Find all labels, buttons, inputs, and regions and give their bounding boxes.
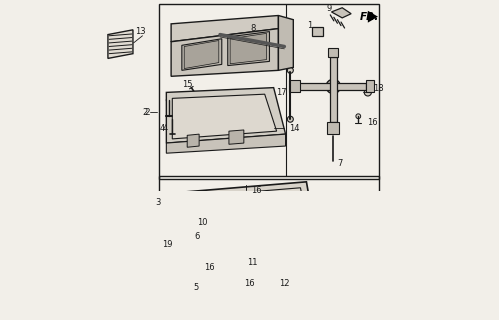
- Text: 2: 2: [144, 108, 150, 116]
- Polygon shape: [169, 188, 308, 239]
- Text: 9: 9: [326, 4, 332, 13]
- Text: 8: 8: [250, 24, 255, 33]
- Polygon shape: [331, 8, 351, 18]
- Text: 11: 11: [247, 258, 257, 267]
- Text: 3: 3: [155, 198, 160, 207]
- Circle shape: [356, 114, 361, 119]
- Polygon shape: [166, 134, 285, 153]
- Circle shape: [166, 97, 172, 103]
- Polygon shape: [297, 83, 366, 90]
- Polygon shape: [368, 11, 378, 23]
- Bar: [159, 176, 379, 320]
- Polygon shape: [182, 39, 222, 70]
- Text: 16: 16: [205, 263, 215, 272]
- Text: 18: 18: [373, 84, 383, 93]
- Text: 19: 19: [162, 240, 172, 249]
- Text: 10: 10: [197, 218, 208, 227]
- Circle shape: [287, 116, 293, 122]
- Polygon shape: [205, 207, 218, 219]
- Circle shape: [287, 68, 293, 73]
- Text: 16: 16: [244, 279, 254, 288]
- Circle shape: [192, 250, 198, 256]
- Polygon shape: [171, 28, 278, 76]
- Circle shape: [236, 45, 244, 54]
- Polygon shape: [328, 48, 338, 57]
- Text: 5: 5: [194, 283, 199, 292]
- Polygon shape: [330, 57, 337, 122]
- Circle shape: [208, 209, 215, 216]
- Circle shape: [364, 89, 371, 96]
- Circle shape: [235, 259, 241, 265]
- Polygon shape: [312, 27, 323, 36]
- Text: 1: 1: [307, 20, 312, 29]
- Bar: [159, 4, 379, 180]
- Text: FR.: FR.: [359, 12, 379, 22]
- Polygon shape: [229, 130, 244, 144]
- Text: 12: 12: [279, 279, 289, 288]
- Circle shape: [330, 83, 337, 90]
- Text: 16: 16: [251, 186, 261, 195]
- Text: 13: 13: [135, 27, 145, 36]
- Text: 17: 17: [276, 88, 287, 97]
- Circle shape: [197, 262, 202, 267]
- Polygon shape: [108, 30, 133, 59]
- Polygon shape: [171, 15, 278, 42]
- Text: 6: 6: [195, 232, 200, 241]
- Polygon shape: [163, 182, 315, 244]
- Text: 7: 7: [337, 159, 343, 168]
- Polygon shape: [184, 41, 219, 68]
- Polygon shape: [230, 33, 266, 64]
- Polygon shape: [228, 32, 269, 66]
- Polygon shape: [189, 269, 197, 285]
- Circle shape: [326, 79, 340, 93]
- Text: 4: 4: [160, 124, 165, 133]
- Text: 14: 14: [289, 124, 299, 133]
- Text: 4: 4: [162, 124, 168, 133]
- Polygon shape: [189, 241, 214, 259]
- Circle shape: [235, 276, 239, 281]
- Text: 2: 2: [142, 108, 147, 116]
- Polygon shape: [187, 134, 199, 147]
- Text: 16: 16: [367, 118, 377, 127]
- Circle shape: [190, 50, 200, 59]
- Polygon shape: [327, 122, 339, 134]
- Polygon shape: [366, 80, 374, 92]
- Text: 15: 15: [182, 80, 193, 89]
- Circle shape: [279, 234, 286, 241]
- Polygon shape: [166, 88, 285, 143]
- Polygon shape: [278, 15, 293, 70]
- Polygon shape: [172, 94, 276, 139]
- Circle shape: [232, 256, 244, 268]
- Circle shape: [203, 242, 208, 247]
- Circle shape: [243, 193, 248, 197]
- Polygon shape: [288, 80, 300, 92]
